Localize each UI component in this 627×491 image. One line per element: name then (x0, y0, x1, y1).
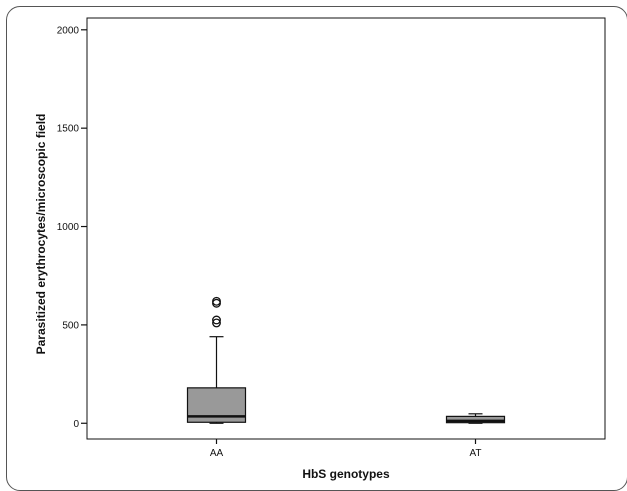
y-tick-label: 1000 (57, 222, 80, 233)
box-at (445, 413, 506, 424)
y-axis: 0 500 1000 1500 2000 (57, 25, 87, 430)
y-tick-label: 500 (62, 320, 79, 331)
iqr-box (445, 415, 506, 424)
x-tick-label: AT (469, 448, 481, 459)
x-tick-label: AA (210, 448, 224, 459)
x-axis: AA AT (210, 439, 482, 459)
outlier-point (212, 318, 221, 328)
y-tick-label: 2000 (57, 25, 80, 36)
x-axis-title: HbS genotypes (302, 467, 390, 481)
y-tick-label: 1500 (57, 124, 80, 135)
plot-area (86, 17, 606, 440)
y-tick-label: 0 (73, 419, 79, 430)
box-aa (186, 296, 247, 424)
outlier-point (212, 315, 221, 325)
boxes (186, 296, 506, 424)
y-axis-title: Parasitized erythrocytes/microscopic fie… (34, 114, 48, 355)
outlier-point (212, 296, 221, 306)
